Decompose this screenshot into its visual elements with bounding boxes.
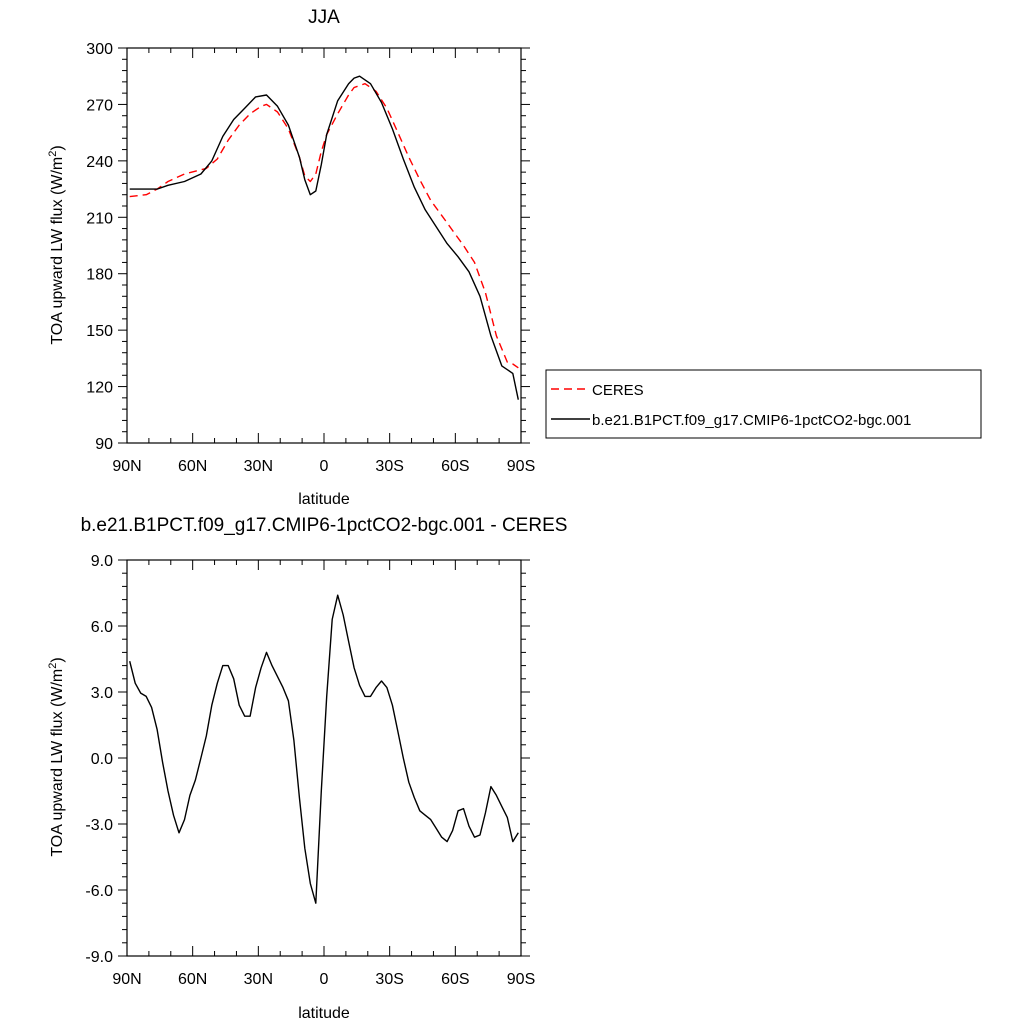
top-panel-title: JJA bbox=[308, 7, 340, 28]
top-xtick-label: 90N bbox=[112, 458, 141, 475]
top-panel-ylabel-main: TOA upward LW flux (W/m bbox=[49, 157, 66, 345]
bottom-ytick-label: -9.0 bbox=[85, 949, 113, 966]
bottom-panel-xlabel: latitude bbox=[298, 1005, 350, 1022]
top-ytick-label: 150 bbox=[86, 323, 113, 340]
top-series-line-2 bbox=[129, 75, 519, 400]
bottom-ytick-label: -6.0 bbox=[85, 883, 113, 900]
bottom-xtick-label: 0 bbox=[320, 971, 329, 988]
top-ytick-label: 180 bbox=[86, 267, 113, 284]
bottom-xtick-label: 60N bbox=[178, 971, 207, 988]
top-xtick-label: 90S bbox=[507, 458, 535, 475]
bottom-xtick-label: 30N bbox=[244, 971, 273, 988]
bottom-xtick-label: 90S bbox=[507, 971, 535, 988]
bottom-series-line-1 bbox=[129, 594, 519, 904]
top-panel-lines bbox=[129, 75, 519, 400]
top-ytick-label: 240 bbox=[86, 154, 113, 171]
bottom-panel-frame bbox=[126, 559, 522, 957]
bottom-xtick-label: 90N bbox=[112, 971, 141, 988]
bottom-panel-ylabel-sup: 2 bbox=[47, 663, 59, 669]
top-ytick-label: 120 bbox=[86, 380, 113, 397]
bottom-panel-lines bbox=[129, 594, 519, 904]
top-xtick-label: 30N bbox=[244, 458, 273, 475]
bottom-xtick-label: 60S bbox=[441, 971, 469, 988]
top-panel-ylabel-close: ) bbox=[49, 145, 66, 150]
bottom-panel: b.e21.B1PCT.f09_g17.CMIP6-1pctCO2-bgc.00… bbox=[47, 515, 567, 1022]
bottom-panel-ticks: 90N 60N 30N 0 30S 60S 90S -9.0 -6.0 -3.0 0.0 3.0 6.0… bbox=[85, 553, 535, 988]
top-ytick-label: 270 bbox=[86, 97, 113, 114]
top-xtick-label: 60N bbox=[178, 458, 207, 475]
bottom-panel-ylabel: TOA upward LW flux (W/m2) bbox=[47, 657, 66, 856]
bottom-panel-ylabel-close: ) bbox=[49, 657, 66, 662]
top-panel: JJA 90N 60N 30N 0 30S 60S 90S 90 120 150 180 210 240… bbox=[47, 7, 535, 508]
top-panel-frame bbox=[126, 47, 522, 444]
top-panel-ylabel: TOA upward LW flux (W/m2) bbox=[47, 145, 66, 344]
top-xtick-label: 60S bbox=[441, 458, 469, 475]
top-xtick-label: 0 bbox=[320, 458, 329, 475]
bottom-ytick-label: 3.0 bbox=[91, 685, 113, 702]
top-ytick-label: 300 bbox=[86, 41, 113, 58]
bottom-ytick-label: -3.0 bbox=[85, 817, 113, 834]
top-series-line-1 bbox=[129, 82, 519, 369]
bottom-panel-ylabel-main: TOA upward LW flux (W/m bbox=[49, 669, 66, 857]
top-ytick-label: 210 bbox=[86, 210, 113, 227]
bottom-panel-title: b.e21.B1PCT.f09_g17.CMIP6-1pctCO2-bgc.00… bbox=[81, 515, 568, 536]
bottom-xtick-label: 30S bbox=[375, 971, 403, 988]
legend-box bbox=[545, 369, 982, 439]
bottom-ytick-label: 0.0 bbox=[91, 751, 113, 768]
top-panel-ticks: 90N 60N 30N 0 30S 60S 90S 90 120 150 180 210 240 270 3… bbox=[86, 41, 535, 475]
bottom-ytick-label: 6.0 bbox=[91, 619, 113, 636]
top-xtick-label: 30S bbox=[375, 458, 403, 475]
legend: CERES b.e21.B1PCT.f09_g17.CMIP6-1pctCO2-… bbox=[545, 369, 982, 439]
top-panel-xlabel: latitude bbox=[298, 491, 350, 508]
bottom-ytick-label: 9.0 bbox=[91, 553, 113, 570]
top-ytick-label: 90 bbox=[95, 436, 113, 453]
legend-label-ceres: CERES bbox=[592, 382, 644, 399]
top-panel-ylabel-sup: 2 bbox=[47, 151, 59, 157]
legend-label-model: b.e21.B1PCT.f09_g17.CMIP6-1pctCO2-bgc.00… bbox=[592, 412, 911, 429]
